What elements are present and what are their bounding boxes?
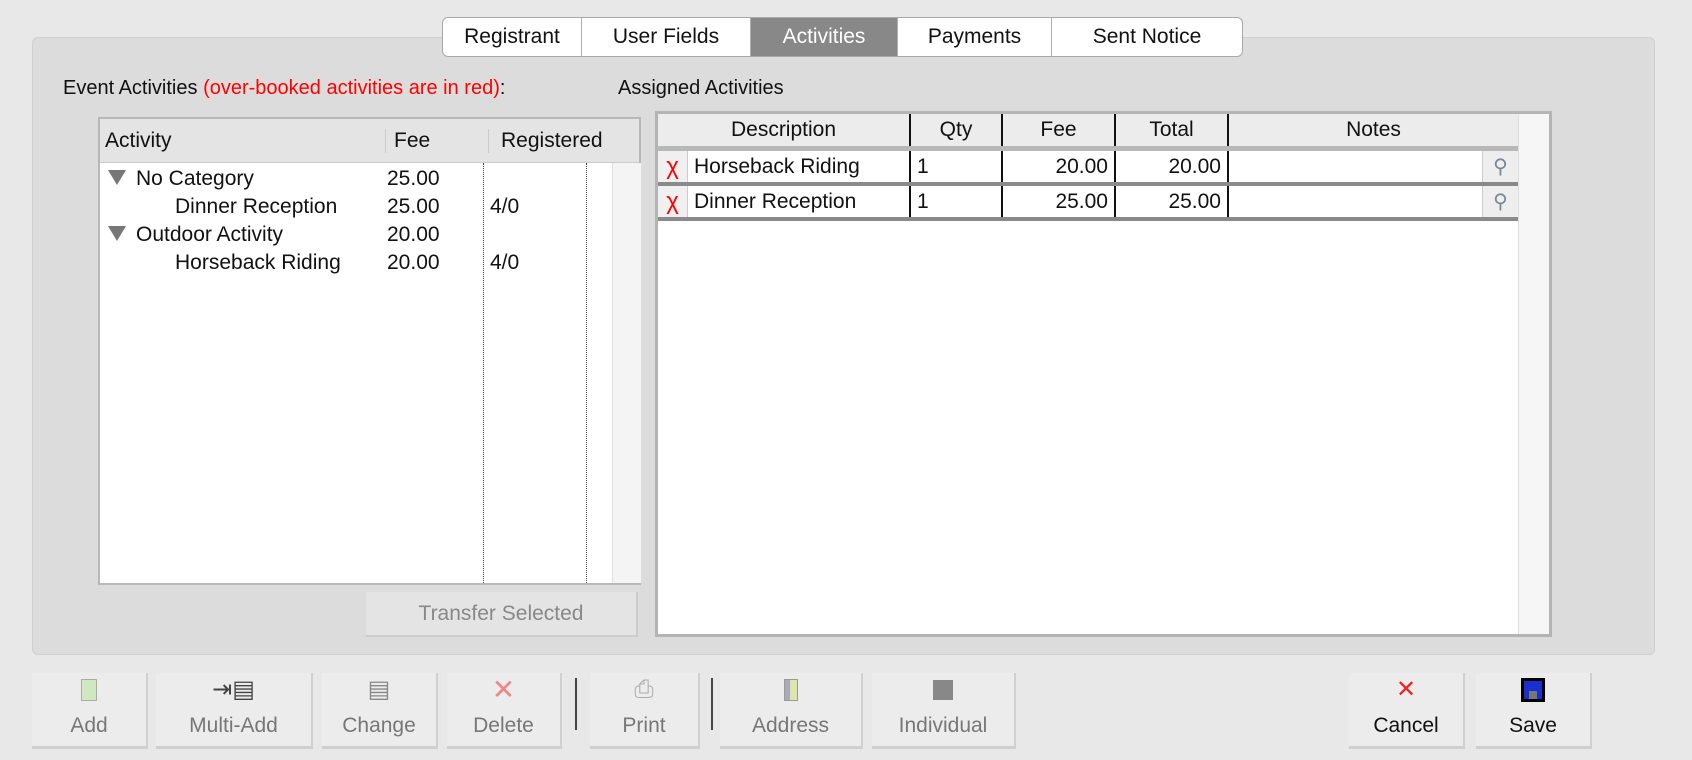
remove-x-icon[interactable]: χ — [658, 151, 688, 182]
list-item[interactable]: Outdoor Activity 20.00 — [100, 221, 639, 249]
table-row[interactable]: χ Horseback Riding 1 20.00 20.00 ⚲ — [658, 151, 1549, 186]
description-cell[interactable]: Horseback Riding — [688, 151, 911, 182]
activity-name: No Category — [136, 167, 254, 190]
tab-user-fields[interactable]: User Fields — [582, 18, 751, 56]
multi-add-icon: ⇥▤ — [212, 676, 255, 703]
delete-label: Delete — [473, 714, 534, 737]
multi-add-label: Multi-Add — [189, 714, 278, 737]
add-button[interactable]: Add — [32, 673, 148, 749]
disclosure-triangle-icon[interactable] — [108, 170, 126, 185]
notes-cell[interactable] — [1229, 186, 1483, 217]
remove-x-icon[interactable]: χ — [658, 186, 688, 217]
address-button[interactable]: Address — [720, 673, 863, 749]
event-activities-title: Event Activities — [63, 77, 198, 99]
address-cube-icon — [783, 673, 798, 706]
print-button[interactable]: ⎙ Print — [590, 673, 700, 749]
individual-icon — [933, 673, 953, 706]
delete-button[interactable]: ✕ Delete — [447, 673, 562, 749]
event-activities-label: Event Activities (over-booked activities… — [63, 77, 505, 100]
scrollbar[interactable] — [1518, 114, 1549, 634]
change-label: Change — [342, 714, 416, 737]
activity-registered: 4/0 — [490, 251, 520, 274]
description-cell[interactable]: Dinner Reception — [688, 186, 911, 217]
transfer-selected-button[interactable]: Transfer Selected — [366, 592, 638, 637]
change-icon: ▤ — [367, 676, 391, 703]
table-row[interactable]: χ Dinner Reception 1 25.00 25.00 ⚲ — [658, 186, 1549, 221]
activity-fee: 20.00 — [387, 223, 440, 246]
toolbar-divider — [711, 678, 713, 730]
cancel-label: Cancel — [1373, 714, 1439, 737]
scrollbar[interactable] — [612, 163, 641, 583]
activity-name: Horseback Riding — [175, 251, 341, 274]
toolbar-divider — [575, 678, 577, 730]
activity-name: Outdoor Activity — [136, 223, 284, 246]
activity-name: Dinner Reception — [175, 195, 338, 218]
column-fee[interactable]: Fee — [385, 128, 488, 153]
total-cell[interactable]: 20.00 — [1116, 151, 1229, 182]
notes-cell[interactable] — [1229, 151, 1483, 182]
cancel-button[interactable]: ✕ Cancel — [1349, 673, 1465, 749]
delete-icon: ✕ — [491, 674, 516, 705]
column-fee[interactable]: Fee — [1003, 114, 1116, 146]
disclosure-triangle-icon[interactable] — [108, 226, 126, 241]
add-label: Add — [70, 714, 108, 737]
fee-cell[interactable]: 25.00 — [1003, 186, 1116, 217]
column-qty[interactable]: Qty — [911, 114, 1003, 146]
address-label: Address — [751, 714, 830, 737]
cancel-x-icon: ✕ — [1395, 676, 1417, 703]
column-activity[interactable]: Activity — [105, 128, 172, 152]
activity-fee: 25.00 — [387, 195, 440, 218]
assigned-activities-label: Assigned Activities — [618, 77, 784, 99]
total-cell[interactable]: 25.00 — [1116, 186, 1229, 217]
qty-cell[interactable]: 1 — [911, 186, 1003, 217]
tab-registrant[interactable]: Registrant — [443, 18, 582, 56]
assigned-activities-table[interactable]: Description Qty Fee Total Notes χ Horseb… — [655, 111, 1552, 637]
tab-payments[interactable]: Payments — [898, 18, 1052, 56]
table-header: Activity Fee Registered — [100, 119, 639, 163]
floppy-disk-icon — [1521, 673, 1545, 706]
individual-label: Individual — [898, 714, 988, 737]
magnifier-icon[interactable]: ⚲ — [1483, 151, 1520, 182]
multi-add-button[interactable]: ⇥▤ Multi-Add — [156, 673, 313, 749]
column-notes[interactable]: Notes — [1229, 114, 1520, 146]
print-label: Print — [622, 714, 666, 737]
save-button[interactable]: Save — [1476, 673, 1592, 749]
list-item[interactable]: Horseback Riding 20.00 4/0 — [100, 249, 639, 277]
column-total[interactable]: Total — [1116, 114, 1229, 146]
activity-fee: 25.00 — [387, 167, 440, 190]
tab-bar: Registrant User Fields Activities Paymen… — [442, 17, 1243, 57]
individual-button[interactable]: Individual — [872, 673, 1016, 749]
event-activities-table[interactable]: Activity Fee Registered No Category 25.0… — [98, 117, 641, 585]
list-item[interactable]: No Category 25.00 — [100, 165, 639, 193]
add-icon — [81, 673, 97, 706]
printer-icon: ⎙ — [634, 675, 654, 703]
list-item[interactable]: Dinner Reception 25.00 4/0 — [100, 193, 639, 221]
magnifier-icon[interactable]: ⚲ — [1483, 186, 1520, 217]
activity-fee: 20.00 — [387, 251, 440, 274]
column-registered[interactable]: Registered — [488, 128, 613, 153]
change-button[interactable]: ▤ Change — [322, 673, 438, 749]
overbooked-note: (over-booked activities are in red) — [203, 77, 500, 99]
qty-cell[interactable]: 1 — [911, 151, 1003, 182]
label-colon: : — [499, 77, 506, 99]
activity-registered: 4/0 — [490, 195, 520, 218]
tab-sent-notice[interactable]: Sent Notice — [1092, 25, 1202, 48]
tab-activities[interactable]: Activities — [751, 18, 898, 56]
table-header: Description Qty Fee Total Notes — [658, 114, 1549, 151]
save-label: Save — [1509, 714, 1557, 737]
fee-cell[interactable]: 20.00 — [1003, 151, 1116, 182]
column-description[interactable]: Description — [658, 114, 911, 146]
